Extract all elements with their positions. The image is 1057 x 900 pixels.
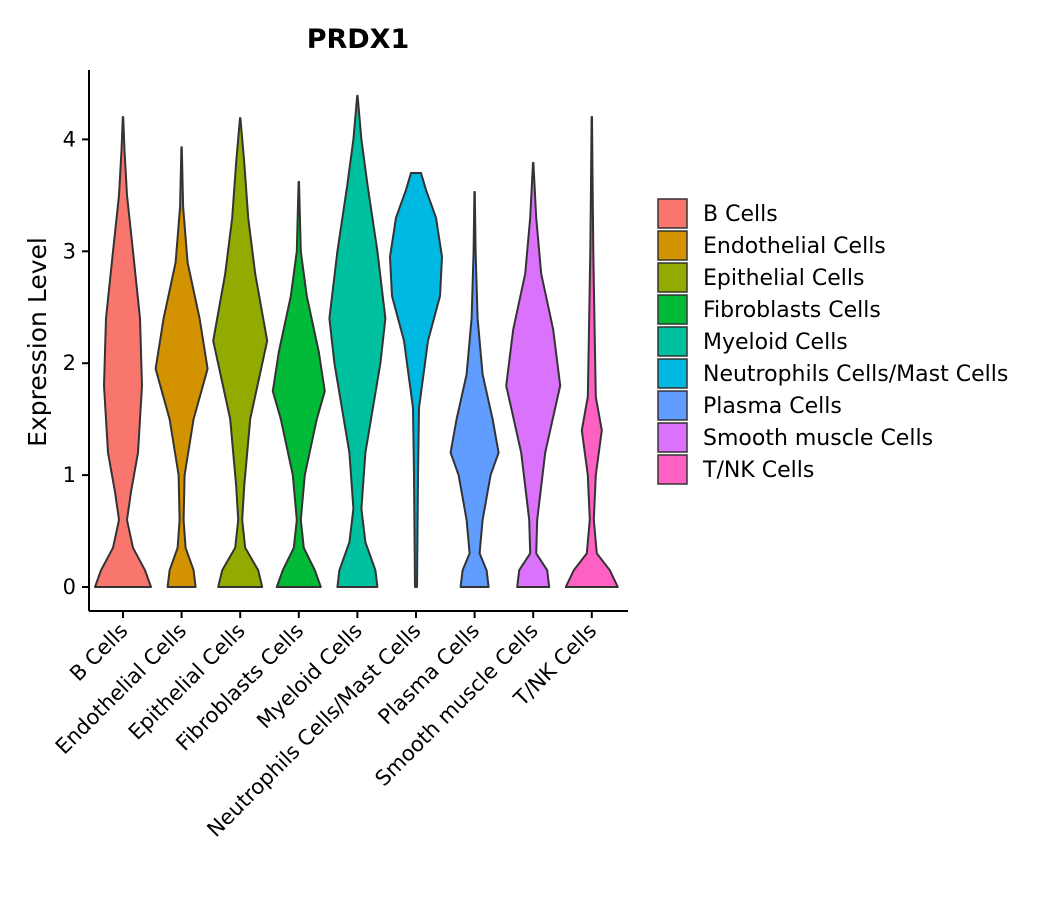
legend: B Cells Endothelial Cells Epithelial Cells… — [657, 198, 1008, 485]
legend-swatch-plasma-cells — [657, 390, 688, 421]
violin-fibroblasts-cells — [271, 180, 326, 588]
legend-swatch-fibroblasts-cells — [657, 294, 688, 325]
violin-neutrophils-cells-mast-cells — [389, 172, 443, 588]
legend-label-endothelial-cells: Endothelial Cells — [703, 234, 886, 259]
x-tick-label-neutrophils-cells-mast-cells: Neutrophils Cells/Mast Cells — [202, 619, 425, 842]
x-tick-label-myeloid-cells: Myeloid Cells — [252, 619, 367, 734]
violin-b-cells — [94, 116, 152, 588]
legend-swatch-endothelial-cells — [657, 230, 688, 261]
legend-swatch-epithelial-cells — [657, 262, 688, 293]
violin-epithelial-cells — [212, 117, 269, 588]
x-tick-label-plasma-cells: Plasma Cells — [373, 619, 484, 730]
legend-swatch-b-cells — [657, 198, 688, 229]
legend-swatch-myeloid-cells — [657, 326, 688, 357]
y-ticks: 0 1 2 3 4 — [63, 127, 89, 599]
legend-label-plasma-cells: Plasma Cells — [703, 394, 842, 419]
legend-label-fibroblasts-cells: Fibroblasts Cells — [703, 298, 881, 323]
violin-plasma-cells — [449, 191, 500, 588]
chart-title: PRDX1 — [307, 24, 410, 55]
y-tick-label: 2 — [63, 351, 76, 375]
y-tick-label: 4 — [63, 127, 76, 151]
legend-label-smooth-muscle-cells: Smooth muscle Cells — [703, 426, 933, 451]
violin-myeloid-cells — [328, 94, 387, 588]
y-axis-label: Expression Level — [23, 237, 52, 447]
legend-swatch-neutrophils-cells-mast-cells — [657, 358, 688, 389]
violin-t-nk-cells — [564, 116, 619, 588]
legend-label-epithelial-cells: Epithelial Cells — [703, 266, 864, 291]
legend-label-b-cells: B Cells — [703, 202, 778, 227]
violins-group — [94, 94, 619, 588]
legend-label-myeloid-cells: Myeloid Cells — [703, 330, 848, 355]
y-tick-label: 1 — [63, 463, 76, 487]
legend-swatch-t-nk-cells — [657, 454, 688, 485]
legend-label-t-nk-cells: T/NK Cells — [702, 458, 814, 483]
legend-label-neutrophils-cells-mast-cells: Neutrophils Cells/Mast Cells — [703, 362, 1008, 387]
y-tick-label: 0 — [63, 575, 76, 599]
y-tick-label: 3 — [63, 239, 76, 263]
legend-swatch-smooth-muscle-cells — [657, 422, 688, 453]
violin-smooth-muscle-cells — [505, 161, 562, 588]
violin-endothelial-cells — [154, 146, 209, 588]
